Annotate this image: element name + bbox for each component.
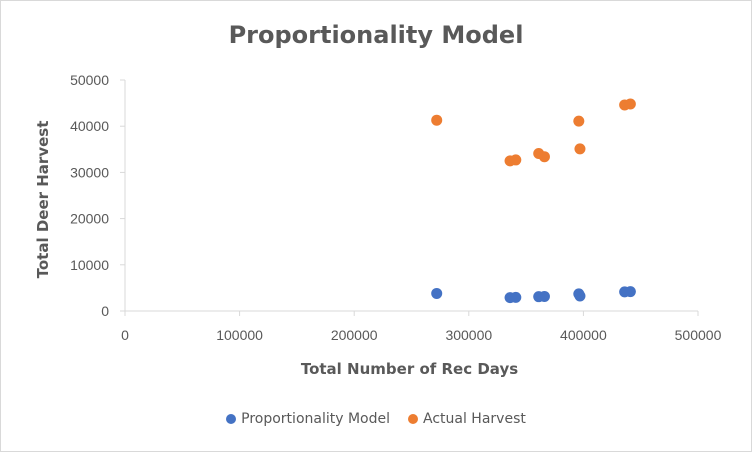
proportionality-model-point: [431, 287, 443, 299]
actual-harvest-point: [624, 98, 636, 110]
legend-item-proportionality-model: Proportionality Model: [226, 411, 390, 427]
x-tick-label: 100000: [216, 327, 263, 343]
actual-harvest-point: [431, 114, 443, 126]
actual-harvest-point: [510, 154, 522, 166]
proportionality-model-point: [574, 290, 586, 302]
legend: Proportionality Model Actual Harvest: [1, 411, 751, 427]
x-tick-label: 200000: [331, 327, 378, 343]
ticks-layer: 0 100000 200000 300000 400000 500000 0 10000 200…: [70, 72, 722, 343]
y-tick-label: 0: [101, 303, 109, 319]
y-tick-label: 10000: [70, 257, 109, 273]
legend-item-actual-harvest: Actual Harvest: [408, 411, 526, 427]
proportionality-model-point: [510, 291, 522, 303]
legend-marker-actual-harvest: [408, 414, 418, 424]
legend-marker-proportionality-model: [226, 414, 237, 424]
y-tick-label: 50000: [70, 72, 109, 88]
y-tick-label: 20000: [70, 211, 109, 227]
axes-layer: [124, 80, 698, 312]
y-axis-title: Total Deer Harvest: [34, 121, 52, 279]
actual-harvest-point: [538, 151, 550, 163]
x-tick-label: 0: [121, 327, 129, 343]
x-tick-label: 400000: [560, 327, 607, 343]
legend-label-actual-harvest: Actual Harvest: [423, 411, 526, 427]
plot-area: 0 100000 200000 300000 400000 500000 0 10000 200…: [34, 72, 722, 378]
x-axis-title: Total Number of Rec Days: [301, 360, 518, 378]
chart-title: Proportionality Model: [228, 21, 524, 49]
actual-harvest-point: [573, 115, 585, 127]
x-tick-label: 300000: [445, 327, 492, 343]
x-tick-label: 500000: [675, 327, 722, 343]
actual-harvest-point: [574, 143, 586, 155]
points-layer: [431, 98, 636, 304]
proportionality-model-point: [538, 290, 550, 302]
y-tick-label: 40000: [70, 118, 109, 134]
proportionality-model-point: [624, 286, 636, 298]
legend-label-proportionality-model: Proportionality Model: [241, 411, 390, 427]
y-tick-label: 30000: [70, 164, 109, 180]
